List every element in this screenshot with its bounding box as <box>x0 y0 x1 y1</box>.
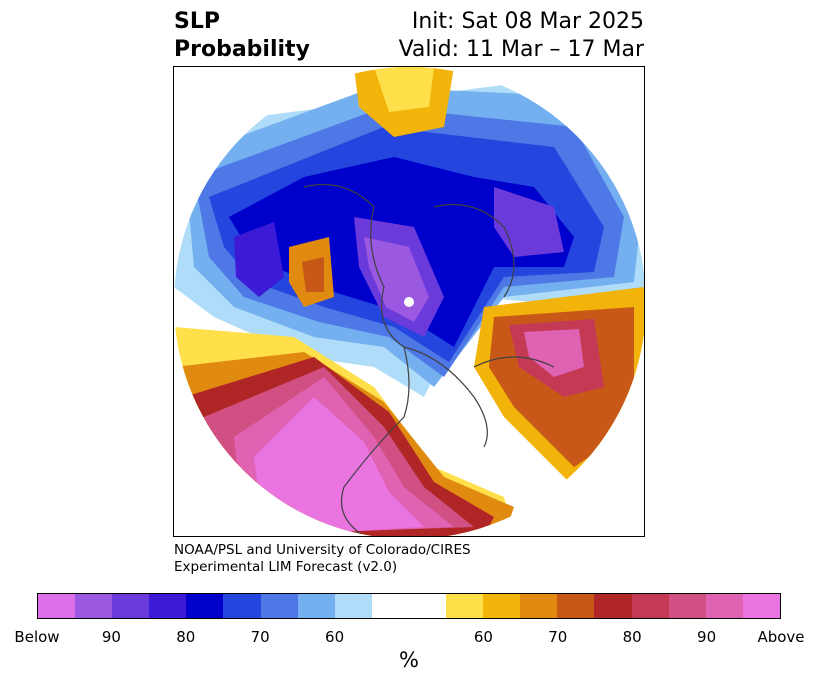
polar-map <box>173 66 645 537</box>
colorbar-segment <box>149 594 187 618</box>
colorbar-segment <box>371 594 409 618</box>
shaded-regions <box>174 67 644 536</box>
colorbar-segment <box>705 594 743 618</box>
colorbar-segment <box>520 594 558 618</box>
colorbar-segment <box>112 594 150 618</box>
colorbar-tick-label: Below <box>14 628 60 646</box>
colorbar-segment <box>334 594 372 618</box>
colorbar-segment <box>557 594 595 618</box>
valid-range: Valid: 11 Mar – 17 Mar <box>398 37 644 62</box>
colorbar-segment <box>260 594 298 618</box>
colorbar-segment <box>186 594 224 618</box>
probability-field <box>174 67 644 536</box>
colorbar-unit: % <box>399 648 419 672</box>
init-date: Init: Sat 08 Mar 2025 <box>411 9 644 34</box>
colorbar-segment <box>668 594 706 618</box>
colorbar-segment <box>297 594 335 618</box>
colorbar-segment <box>483 594 521 618</box>
credit-line-1: NOAA/PSL and University of Colorado/CIRE… <box>174 542 471 558</box>
credit-text: NOAA/PSL and University of Colorado/CIRE… <box>174 542 471 576</box>
colorbar-tick-label: 60 <box>473 628 493 646</box>
colorbar-tick-label: 70 <box>548 628 568 646</box>
colorbar-segment <box>408 594 447 618</box>
colorbar-segment <box>38 594 76 618</box>
colorbar-tick-label: Above <box>757 628 805 646</box>
colorbar-segment <box>742 594 780 618</box>
colorbar-tick-label: 60 <box>325 628 345 646</box>
colorbar-segment <box>223 594 261 618</box>
colorbar-segment <box>631 594 669 618</box>
colorbar-tick-label: 70 <box>250 628 270 646</box>
colorbar-segment <box>446 594 484 618</box>
colorbar-tick-label: 80 <box>176 628 196 646</box>
forecast-dates: Init: Sat 08 Mar 2025 Valid: 11 Mar – 17… <box>399 8 644 64</box>
title-variable: SLP <box>174 9 220 34</box>
colorbar-tick-label: 80 <box>622 628 642 646</box>
colorbar-segment <box>75 594 113 618</box>
title-measure: Probability <box>174 37 310 62</box>
colorbar-segment <box>594 594 632 618</box>
map-title: SLP Probability <box>174 8 310 64</box>
coastlines <box>303 183 555 536</box>
colorbar-tick-label: 90 <box>101 628 121 646</box>
colorbar-tick-label: 90 <box>697 628 717 646</box>
colorbar <box>37 593 781 619</box>
credit-line-2: Experimental LIM Forecast (v2.0) <box>174 559 398 575</box>
